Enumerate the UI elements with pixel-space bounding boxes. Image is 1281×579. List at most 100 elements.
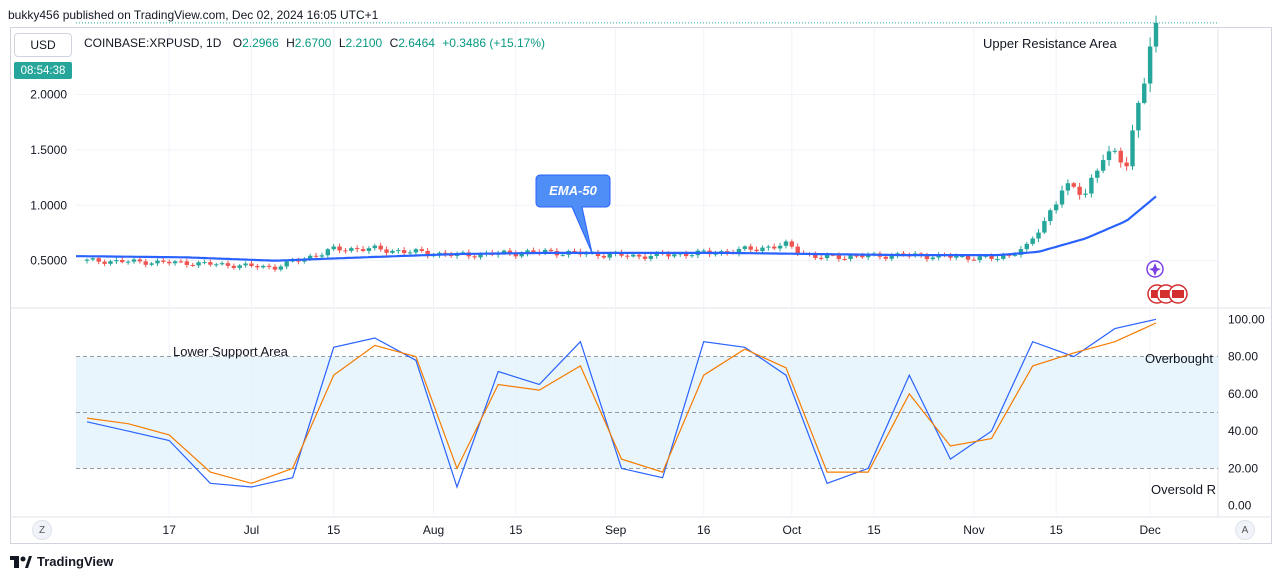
star-icon bbox=[1149, 263, 1161, 276]
candle-body bbox=[507, 250, 513, 254]
candle-body bbox=[989, 255, 994, 259]
candle-body bbox=[225, 263, 231, 266]
candle-body bbox=[196, 262, 201, 266]
lower-support-label: Lower Support Area bbox=[173, 344, 289, 359]
price-tick-label: 0.5000 bbox=[30, 254, 67, 268]
ema-callout bbox=[535, 174, 611, 254]
stoch-tick-label: 100.00 bbox=[1228, 312, 1265, 326]
ema-50-line bbox=[76, 195, 1157, 262]
candle-body bbox=[1036, 232, 1041, 239]
candle-body bbox=[401, 250, 407, 253]
stoch-tick-label: 40.00 bbox=[1228, 424, 1258, 438]
time-tick-label: Aug bbox=[423, 523, 444, 537]
candle-body bbox=[842, 258, 847, 260]
stoch-k-line bbox=[86, 318, 1157, 489]
candle-body bbox=[343, 250, 348, 252]
candle-body bbox=[208, 262, 213, 265]
candle-body bbox=[90, 258, 96, 260]
candle-body bbox=[1042, 221, 1047, 233]
candle-body bbox=[349, 248, 354, 251]
time-tick-label: 15 bbox=[509, 523, 523, 537]
candle-body bbox=[243, 263, 248, 266]
time-tick-label: Dec bbox=[1139, 523, 1160, 537]
symbol-name: COINBASE:XRPUSD, 1D bbox=[84, 36, 222, 50]
candle-body bbox=[848, 255, 853, 259]
flag-stripes-icon bbox=[1172, 290, 1184, 298]
candle-body bbox=[513, 253, 518, 257]
bar-countdown: 08:54:38 bbox=[14, 62, 72, 79]
candle-body bbox=[860, 255, 865, 258]
candle-body bbox=[713, 253, 718, 255]
stoch-tick-label: 60.00 bbox=[1228, 387, 1258, 401]
candle-body bbox=[654, 252, 659, 256]
zoom-reset-button[interactable]: Z bbox=[32, 520, 52, 540]
candle-body bbox=[760, 247, 765, 252]
candle-body bbox=[983, 255, 988, 257]
upper-resistance-label: Upper Resistance Area bbox=[983, 36, 1117, 51]
candle-body bbox=[184, 261, 190, 265]
candle-body bbox=[642, 256, 648, 259]
time-tick-label: 15 bbox=[327, 523, 341, 537]
candle-body bbox=[396, 250, 401, 252]
price-tick-label: 2.0000 bbox=[30, 87, 67, 101]
candle-body bbox=[102, 261, 107, 264]
candle-body bbox=[1112, 150, 1118, 152]
stoch-tick-label: 80.00 bbox=[1228, 350, 1258, 364]
auto-scale-button[interactable]: A bbox=[1235, 520, 1255, 540]
candle-body bbox=[390, 250, 395, 253]
candle-body bbox=[1065, 183, 1071, 191]
candle-body bbox=[865, 255, 871, 258]
candle-body bbox=[1136, 102, 1141, 131]
candle-body bbox=[948, 255, 953, 258]
candle-body bbox=[214, 264, 219, 266]
candle-body bbox=[795, 246, 800, 253]
candle-body bbox=[1001, 254, 1006, 259]
candle-body bbox=[190, 264, 195, 266]
candle-body bbox=[1018, 249, 1024, 255]
symbol-legend[interactable]: COINBASE:XRPUSD, 1D O2.2966 H2.6700 L2.2… bbox=[84, 36, 545, 50]
candle-body bbox=[284, 261, 289, 267]
candle-body bbox=[666, 254, 671, 257]
candle-body bbox=[531, 250, 536, 253]
candle-body bbox=[772, 246, 777, 249]
candle-body bbox=[296, 260, 301, 262]
publish-line: bukky456 published on TradingView.com, D… bbox=[8, 8, 379, 22]
candle-body bbox=[167, 261, 172, 264]
candle-body bbox=[255, 265, 260, 268]
candle-body bbox=[266, 265, 272, 267]
currency-button[interactable]: USD bbox=[14, 33, 72, 57]
time-tick-label: Jul bbox=[244, 523, 259, 537]
stoch-tick-label: 20.00 bbox=[1228, 461, 1258, 475]
candle-body bbox=[631, 254, 636, 257]
flag-stripes-icon bbox=[1160, 290, 1172, 298]
candle-body bbox=[249, 263, 254, 266]
candle-body bbox=[959, 255, 965, 257]
tradingview-logo-icon bbox=[10, 555, 32, 568]
candle-body bbox=[278, 266, 284, 270]
candle-body bbox=[325, 249, 331, 256]
candle-body bbox=[1095, 170, 1100, 178]
candle-body bbox=[1124, 162, 1129, 167]
time-tick-label: Sep bbox=[605, 523, 627, 537]
low-label: L bbox=[338, 36, 346, 50]
candle-body bbox=[889, 255, 894, 259]
candle-body bbox=[1059, 190, 1065, 205]
time-tick-label: 17 bbox=[163, 523, 177, 537]
candle-body bbox=[601, 256, 607, 258]
candle-body bbox=[84, 259, 90, 261]
candle-body bbox=[783, 241, 789, 246]
candle-body bbox=[754, 249, 759, 252]
candle-body bbox=[766, 246, 771, 248]
candle-body bbox=[930, 257, 936, 260]
candle-body bbox=[672, 254, 677, 257]
candle-body bbox=[407, 252, 413, 254]
candle-body bbox=[307, 255, 313, 259]
oversold-label: Oversold R bbox=[1151, 482, 1216, 497]
candle-body bbox=[648, 255, 654, 259]
tradingview-logo[interactable]: TradingView bbox=[10, 554, 113, 569]
candle-body bbox=[161, 260, 166, 262]
candle-body bbox=[313, 255, 319, 257]
price-tick-label: 1.5000 bbox=[30, 143, 67, 157]
candle-body bbox=[1030, 238, 1035, 244]
